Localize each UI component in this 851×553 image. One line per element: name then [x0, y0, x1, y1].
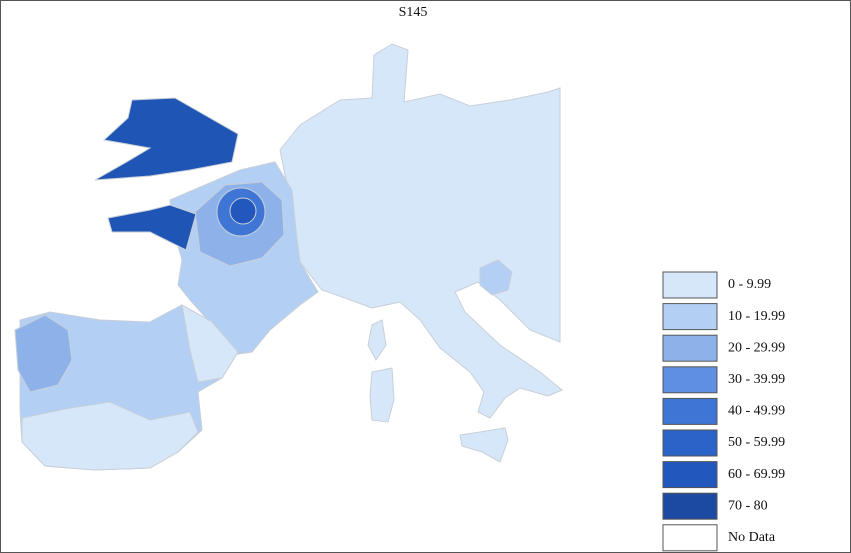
legend-swatch: [662, 461, 718, 489]
legend-swatch: [662, 397, 718, 425]
region-blob: [479, 259, 513, 296]
region-britain: [94, 97, 239, 181]
legend: 0 - 9.99 10 - 19.99 20 - 29.99 30 - 39.99 40…: [662, 271, 785, 552]
legend-label: 60 - 69.99: [728, 467, 785, 482]
region-iberia-south: [21, 401, 199, 471]
region-island: [367, 319, 387, 361]
region-central: [279, 43, 563, 419]
legend-label: 50 - 59.99: [728, 435, 785, 450]
legend-label: 0 - 9.99: [728, 277, 771, 292]
region-iberia-east: [181, 304, 239, 383]
legend-swatch: [662, 334, 718, 362]
legend-label: 40 - 49.99: [728, 404, 785, 419]
legend-label: 20 - 29.99: [728, 340, 785, 355]
regions: [14, 43, 563, 471]
region-brittany: [107, 204, 197, 251]
legend-swatch: [662, 303, 718, 331]
region-portugal: [14, 314, 73, 393]
legend-label: 30 - 39.99: [728, 372, 785, 387]
legend-label: 70 - 80: [728, 498, 768, 513]
legend-swatch: [662, 524, 718, 552]
legend-swatch: [662, 271, 718, 299]
legend-label: 10 - 19.99: [728, 309, 785, 324]
legend-swatch: [662, 492, 718, 520]
region-paris-core: [229, 197, 257, 225]
legend-label: No Data: [728, 530, 776, 545]
legend-swatch: [662, 366, 718, 394]
legend-swatch: [662, 429, 718, 457]
region-island: [369, 367, 395, 423]
map-title: S145: [399, 5, 428, 20]
region-island: [459, 427, 509, 463]
